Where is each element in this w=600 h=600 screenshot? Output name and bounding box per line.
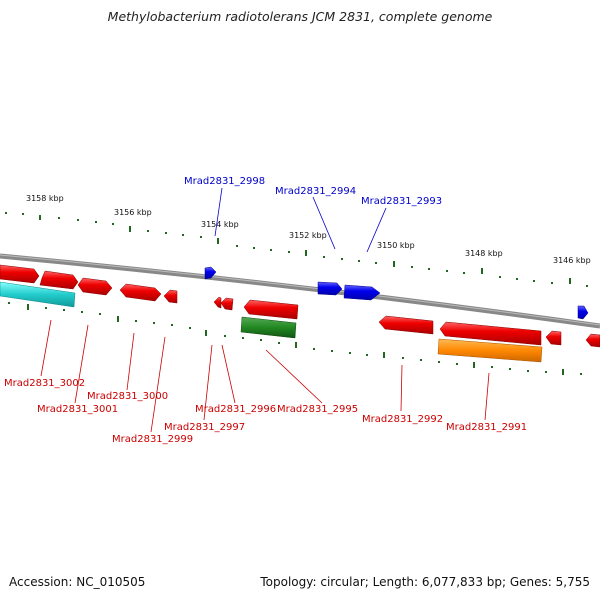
- tick-label: 3148 kbp: [465, 249, 503, 258]
- gene-label[interactable]: Mrad2831_2991: [446, 422, 527, 433]
- gene-label[interactable]: Mrad2831_2993: [361, 196, 442, 207]
- gene-arrow-reverse[interactable]: [378, 315, 434, 335]
- tick-label: 3152 kbp: [289, 231, 327, 240]
- lower-tick-row: [8, 302, 582, 375]
- gene-arrow-reverse[interactable]: [213, 296, 222, 309]
- gene-label[interactable]: Mrad2831_2998: [184, 176, 265, 187]
- tick-label: 3150 kbp: [377, 241, 415, 250]
- gene-arrow-reverse[interactable]: [243, 299, 299, 320]
- gene-arrow-reverse[interactable]: [439, 321, 542, 346]
- gene-arrow-forward[interactable]: [317, 281, 343, 296]
- tick-label: 3154 kbp: [201, 220, 239, 229]
- gene-arrow-reverse[interactable]: [77, 277, 113, 296]
- gene-label[interactable]: Mrad2831_3001: [37, 404, 118, 415]
- gene-label[interactable]: Mrad2831_2995: [277, 404, 358, 415]
- gene-arrow-reverse[interactable]: [39, 270, 79, 290]
- gene-label[interactable]: Mrad2831_2992: [362, 414, 443, 425]
- gene-label[interactable]: Mrad2831_3000: [87, 391, 168, 402]
- gene-label[interactable]: Mrad2831_3002: [4, 378, 85, 389]
- gene-arrow-forward[interactable]: [343, 284, 381, 301]
- gene-label[interactable]: Mrad2831_2996: [195, 404, 276, 415]
- genome-summary-text: Topology: circular; Length: 6,077,833 bp…: [260, 575, 590, 589]
- top-leader-lines: [214, 187, 387, 253]
- bottom-leader-lines: [40, 319, 490, 433]
- genome-title: Methylobacterium radiotolerans JCM 2831,…: [107, 9, 493, 24]
- genome-backbone: [0, 253, 600, 329]
- gene-label[interactable]: Mrad2831_2994: [275, 186, 356, 197]
- gene-arrow-forward[interactable]: [204, 266, 217, 280]
- gene-arrow-reverse[interactable]: [585, 333, 600, 348]
- gene-label[interactable]: Mrad2831_2999: [112, 434, 193, 445]
- gene-arrow-reverse[interactable]: [0, 264, 40, 284]
- gene-arrow-reverse[interactable]: [220, 297, 234, 311]
- upper-tick-row: [5, 212, 588, 287]
- tick-label: 3146 kbp: [553, 256, 591, 265]
- gene-box-orange[interactable]: [437, 338, 543, 363]
- gene-arrow-reverse[interactable]: [163, 289, 178, 304]
- gene-box-green[interactable]: [240, 316, 297, 339]
- gene-box-cyan[interactable]: [0, 281, 76, 308]
- gene-label[interactable]: Mrad2831_2997: [164, 422, 245, 433]
- gene-arrow-forward[interactable]: [577, 305, 589, 320]
- gene-arrow-reverse[interactable]: [545, 330, 562, 346]
- gene-arrow-reverse[interactable]: [119, 283, 162, 302]
- tick-label: 3156 kbp: [114, 208, 152, 217]
- accession-text: Accession: NC_010505: [9, 575, 146, 589]
- tick-label: 3158 kbp: [26, 194, 64, 203]
